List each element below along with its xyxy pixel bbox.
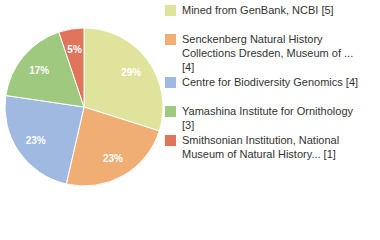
legend-swatch [165,135,176,146]
legend-item: Mined from GenBank, NCBI [5] [165,3,365,31]
data-label: 17% [29,65,49,76]
legend-item: Centre for Biodiversity Genomics [4] [165,75,365,103]
legend-item: Smithsonian Institution, National Museum… [165,133,365,161]
legend-swatch [165,5,176,16]
legend: Mined from GenBank, NCBI [5] Senckenberg … [165,3,365,162]
legend-label: Yamashina Institute for Ornithology [3] [182,104,362,132]
data-label: 23% [103,153,123,164]
legend-swatch [165,34,176,45]
pie-slice [5,96,84,184]
legend-item: Yamashina Institute for Ornithology [3] [165,104,365,132]
data-label: 5% [67,44,82,55]
pie-slice [59,28,84,107]
legend-label: Mined from GenBank, NCBI [5] [182,3,362,17]
data-label: 29% [121,67,141,78]
legend-swatch [165,106,176,117]
legend-swatch [165,77,176,88]
legend-label: Senckenberg Natural History Collections … [182,32,362,74]
legend-label: Smithsonian Institution, National Museum… [182,133,362,161]
pie-area: 29% 23% 23% 17% 5% [0,0,165,240]
data-label: 23% [26,135,46,146]
legend-label: Centre for Biodiversity Genomics [4] [182,75,362,89]
legend-item: Senckenberg Natural History Collections … [165,32,365,74]
